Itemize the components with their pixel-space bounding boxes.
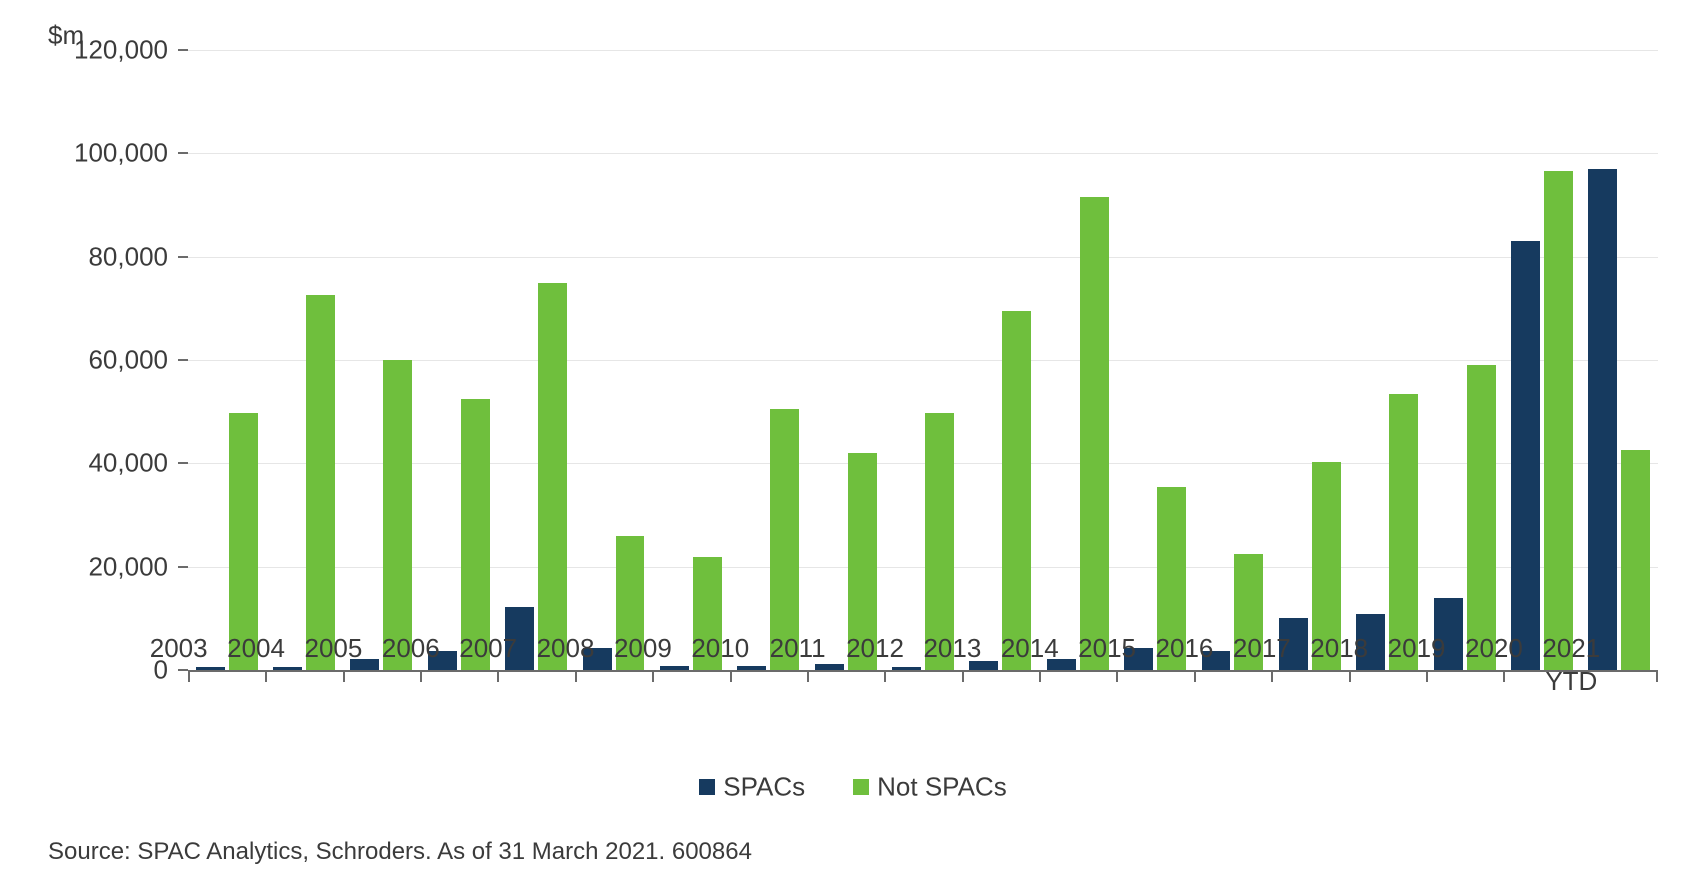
y-tick [178, 566, 188, 568]
y-tick [178, 462, 188, 464]
x-tick-label: 2010 [691, 632, 749, 665]
bar-not-spacs [770, 409, 799, 670]
legend: SPACs Not SPACs [0, 770, 1706, 803]
bar-not-spacs [1467, 365, 1496, 670]
plot-area [188, 50, 1658, 672]
y-tick-label: 80,000 [88, 241, 168, 272]
x-tick-label: 2020 [1465, 632, 1523, 665]
y-tick [178, 256, 188, 258]
x-tick-label: 2009 [614, 632, 672, 665]
bar-not-spacs [1389, 394, 1418, 670]
bar-not-spacs [1080, 197, 1109, 670]
x-tick-label: 2013 [923, 632, 981, 665]
source-caption: Source: SPAC Analytics, Schroders. As of… [48, 838, 752, 866]
y-axis-labels: 020,00040,00060,00080,000100,000120,000 [48, 50, 178, 670]
plot-wrap: 020,00040,00060,00080,000100,000120,000 [48, 50, 1658, 670]
bar-not-spacs [1002, 311, 1031, 670]
y-tick-label: 20,000 [88, 551, 168, 582]
x-tick-label: 2015 [1078, 632, 1136, 665]
spac-bar-chart: $m 020,00040,00060,00080,000100,000120,0… [0, 0, 1706, 878]
gridline [188, 50, 1658, 51]
legend-item: Not SPACs [853, 770, 1007, 803]
x-tick-label: 2006 [382, 632, 440, 665]
gridline [188, 257, 1658, 258]
x-tick-label: 2003 [150, 632, 208, 665]
y-tick-label: 100,000 [74, 138, 168, 169]
x-tick-label: 2005 [304, 632, 362, 665]
x-tick-label: 2011 [770, 632, 826, 665]
x-tick-label: 2021 YTD [1542, 632, 1600, 697]
y-tick [178, 359, 188, 361]
x-tick-label: 2007 [459, 632, 517, 665]
x-tick-label: 2019 [1388, 632, 1446, 665]
x-tick-label: 2004 [227, 632, 285, 665]
gridline [188, 153, 1658, 154]
bar-spacs [1588, 169, 1617, 670]
y-tick [178, 152, 188, 154]
y-tick-label: 60,000 [88, 345, 168, 376]
x-tick-label: 2018 [1310, 632, 1368, 665]
y-tick-label: 120,000 [74, 35, 168, 66]
bar-not-spacs [306, 295, 335, 670]
x-tick-label: 2016 [1156, 632, 1214, 665]
legend-label: Not SPACs [877, 772, 1007, 802]
legend-item: SPACs [699, 770, 805, 803]
x-axis-labels: 2003 2004 2005 2006 2007 2008 2009 2010 2011 2012… [140, 632, 1706, 712]
y-tick-label: 40,000 [88, 448, 168, 479]
bar-not-spacs [461, 399, 490, 670]
bar-not-spacs [538, 283, 567, 671]
legend-label: SPACs [723, 772, 805, 802]
x-tick-label: 2012 [846, 632, 904, 665]
legend-swatch [699, 779, 715, 795]
y-tick [178, 49, 188, 51]
x-tick-label: 2017 [1233, 632, 1291, 665]
x-tick-label: 2014 [1001, 632, 1059, 665]
x-tick-label: 2008 [537, 632, 595, 665]
bar-not-spacs [1544, 171, 1573, 670]
bar-spacs [1511, 241, 1540, 670]
legend-swatch [853, 779, 869, 795]
bar-not-spacs [383, 360, 412, 670]
